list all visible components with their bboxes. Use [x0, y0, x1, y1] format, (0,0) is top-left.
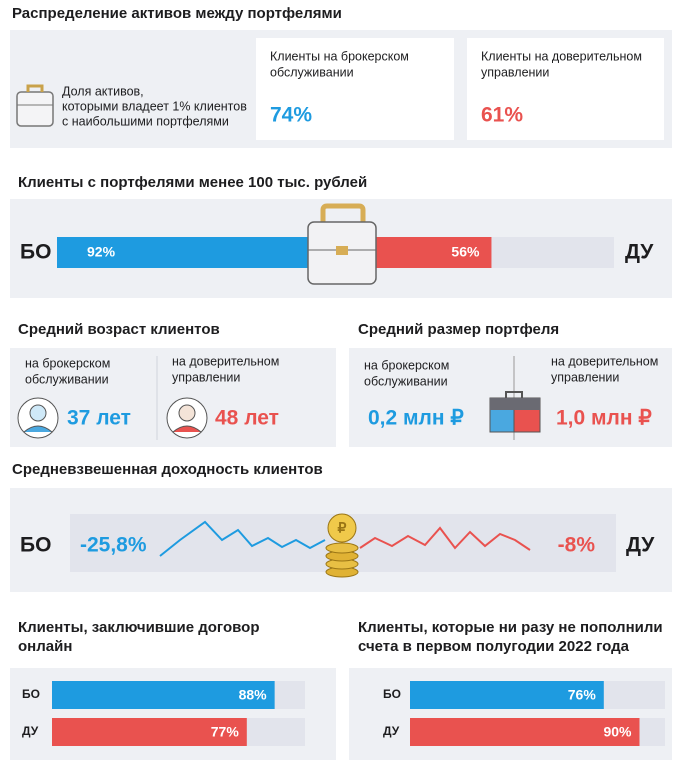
item-value: 0,2 млн ₽: [368, 407, 464, 430]
svg-text:₽: ₽: [338, 520, 347, 536]
item-value: 37 лет: [67, 407, 131, 430]
item-label: на доверительном: [172, 354, 279, 368]
side-label: ДУ: [625, 241, 654, 264]
item-value: 48 лет: [215, 407, 279, 430]
briefcase-image: [307, 203, 377, 285]
card-label: Клиенты на брокерском: [270, 49, 409, 63]
card-label: обслуживании: [270, 65, 354, 79]
card-value: 74%: [270, 104, 312, 127]
bar-label: 56%: [451, 244, 480, 260]
section-title: Средневзвешенная доходность клиентов: [12, 461, 323, 478]
section-title: онлайн: [18, 638, 72, 655]
section-title: Клиенты, которые ни разу не пополнили: [358, 619, 663, 636]
bar-label: 88%: [239, 687, 268, 703]
bar: [52, 681, 275, 709]
row-label: ДУ: [383, 724, 400, 738]
item-label: обслуживании: [25, 372, 109, 386]
item-value: 1,0 млн ₽: [556, 407, 652, 430]
note-line: которыми владеет 1% клиентов: [62, 99, 247, 113]
bar: [410, 718, 640, 746]
side-label: БО: [20, 534, 51, 557]
bar: [410, 681, 604, 709]
decorative-line: [359, 526, 531, 551]
item-label: на брокерском: [364, 358, 449, 372]
bar-label: 77%: [211, 724, 240, 740]
section-title: счета в первом полугодии 2022 года: [358, 638, 630, 655]
item-label: управлении: [551, 370, 619, 384]
side-label: БО: [20, 241, 51, 264]
yield-value: -25,8%: [80, 534, 147, 557]
section-title: Средний размер портфеля: [358, 321, 559, 338]
item-label: обслуживании: [364, 374, 448, 388]
card: [467, 38, 664, 140]
item-label: на доверительном: [551, 354, 658, 368]
section-title: Средний возраст клиентов: [18, 321, 220, 338]
card-label: управлении: [481, 65, 549, 79]
item-label: управлении: [172, 370, 240, 384]
bar-label: 76%: [568, 687, 597, 703]
card-value: 61%: [481, 104, 523, 127]
bar-label: 92%: [87, 244, 116, 260]
coins-image: ₽: [325, 513, 359, 578]
briefcase-icon: [16, 84, 54, 127]
briefcase-icon: [489, 391, 541, 433]
row-label: БО: [383, 687, 401, 701]
bar-label: 90%: [603, 724, 632, 740]
yield-value: -8%: [558, 534, 596, 557]
card-label: Клиенты на доверительном: [481, 49, 642, 63]
section-title: Клиенты, заключившие договор: [18, 619, 260, 636]
row-label: БО: [22, 687, 40, 701]
bar: [57, 237, 314, 268]
item-label: на брокерском: [25, 356, 110, 370]
note-line: Доля активов,: [62, 84, 144, 98]
section-title: Клиенты с портфелями менее 100 тыс. рубл…: [18, 174, 367, 191]
section-title: Распределение активов между портфелями: [12, 5, 342, 22]
side-label: ДУ: [626, 534, 655, 557]
row-label: ДУ: [22, 724, 39, 738]
decorative-line: [159, 520, 326, 557]
card: [256, 38, 454, 140]
bar: [52, 718, 247, 746]
note-line: с наибольшими портфелями: [62, 114, 229, 128]
avatar-icon: [17, 397, 208, 439]
